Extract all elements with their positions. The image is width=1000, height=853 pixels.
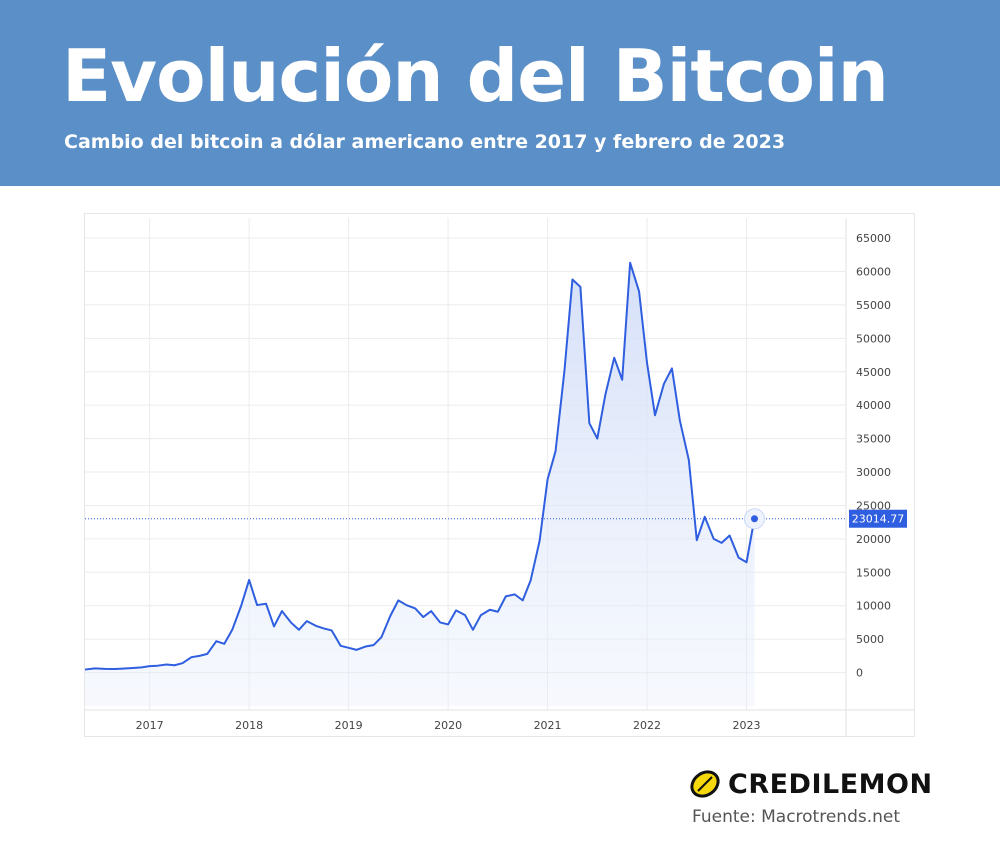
y-tick-label: 50000	[856, 332, 891, 345]
x-tick-label: 2017	[136, 719, 164, 732]
source-credit: Fuente: Macrotrends.net	[692, 807, 901, 827]
x-tick-label: 2020	[434, 719, 462, 732]
brand-logo: CREDILEMON	[688, 766, 933, 802]
price-area-fill	[85, 262, 755, 706]
current-point	[750, 515, 758, 523]
y-tick-label: 20000	[856, 533, 891, 546]
y-tick-label: 65000	[856, 232, 891, 245]
lemon-icon	[690, 770, 720, 798]
chart-line-group	[84, 261, 756, 671]
y-axis-ticks: 0 5000 10000 15000 20000 25000 30000 35000 40000…	[856, 232, 891, 680]
page-title: Evolución del Bitcoin	[62, 34, 889, 118]
brand-name: CREDILEMON	[728, 768, 933, 800]
y-tick-label: 0	[856, 667, 863, 680]
x-axis-ticks: 2017 2018 2019 2020 2021 2022 2023	[136, 719, 761, 732]
y-tick-label: 5000	[856, 633, 884, 646]
x-tick-label: 2022	[633, 719, 661, 732]
x-tick-label: 2018	[235, 719, 263, 732]
chart-area-group	[85, 262, 755, 706]
y-tick-label: 45000	[856, 366, 891, 379]
y-tick-label: 40000	[856, 399, 891, 412]
y-tick-label: 25000	[856, 499, 891, 512]
x-tick-label: 2019	[335, 719, 363, 732]
page-subtitle: Cambio del bitcoin a dólar americano ent…	[64, 131, 786, 153]
current-value-group: 23014.77	[85, 508, 907, 530]
header-banner: Evolución del Bitcoin Cambio del bitcoin…	[0, 0, 1000, 186]
current-value-label: 23014.77	[852, 513, 905, 526]
current-value-badge	[849, 509, 907, 528]
y-tick-label: 55000	[856, 299, 891, 312]
y-tick-label: 30000	[856, 466, 891, 479]
x-tick-label: 2021	[534, 719, 562, 732]
y-tick-label: 35000	[856, 433, 891, 446]
x-tick-label: 2023	[733, 719, 761, 732]
y-tick-label: 15000	[856, 566, 891, 579]
price-line	[84, 261, 756, 671]
y-tick-label: 10000	[856, 600, 891, 613]
y-tick-label: 60000	[856, 265, 891, 278]
